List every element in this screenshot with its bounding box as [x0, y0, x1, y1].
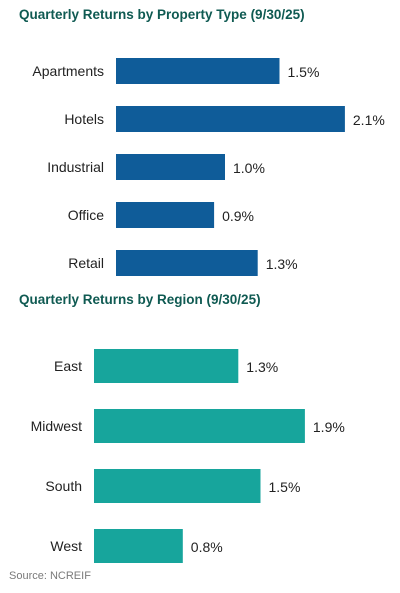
- property-type-category-label-industrial: Industrial: [47, 159, 104, 175]
- region-category-label-west: West: [50, 538, 82, 554]
- source-note: Source: NCREIF: [9, 570, 91, 582]
- region-bar-west: [94, 529, 183, 563]
- region-chart-title: Quarterly Returns by Region (9/30/25): [19, 292, 261, 307]
- property-type-value-label-retail: 1.3%: [266, 256, 298, 272]
- region-category-label-midwest: Midwest: [31, 418, 82, 434]
- region-value-label-south: 1.5%: [269, 479, 301, 495]
- region-bar-chart: East 1.3% Midwest 1.9% South 1.5% West 0.8%: [31, 349, 345, 563]
- property-type-value-label-industrial: 1.0%: [233, 160, 265, 176]
- region-bar-midwest: [94, 409, 305, 443]
- region-value-label-midwest: 1.9%: [313, 419, 345, 435]
- region-value-label-east: 1.3%: [246, 359, 278, 375]
- region-bar-east: [94, 349, 239, 383]
- property-type-category-label-hotels: Hotels: [64, 111, 104, 127]
- property-type-bar-chart: Apartments 1.5% Hotels 2.1% Industrial 1.0% Of…: [32, 58, 385, 276]
- property-type-bar-hotels: [116, 106, 345, 132]
- property-type-category-label-apartments: Apartments: [32, 63, 104, 79]
- property-type-bar-apartments: [116, 58, 280, 84]
- property-type-value-label-apartments: 1.5%: [288, 64, 320, 80]
- property-type-bar-office: [116, 202, 215, 228]
- property-type-chart-title: Quarterly Returns by Property Type (9/30…: [19, 7, 305, 22]
- property-type-value-label-hotels: 2.1%: [353, 112, 385, 128]
- property-type-category-label-office: Office: [68, 207, 105, 223]
- region-bar-south: [94, 469, 261, 503]
- region-category-label-south: South: [45, 478, 82, 494]
- property-type-value-label-office: 0.9%: [222, 208, 254, 224]
- property-type-bar-industrial: [116, 154, 225, 180]
- region-category-label-east: East: [54, 358, 82, 374]
- property-type-category-label-retail: Retail: [68, 255, 104, 271]
- property-type-bar-retail: [116, 250, 258, 276]
- region-value-label-west: 0.8%: [191, 539, 223, 555]
